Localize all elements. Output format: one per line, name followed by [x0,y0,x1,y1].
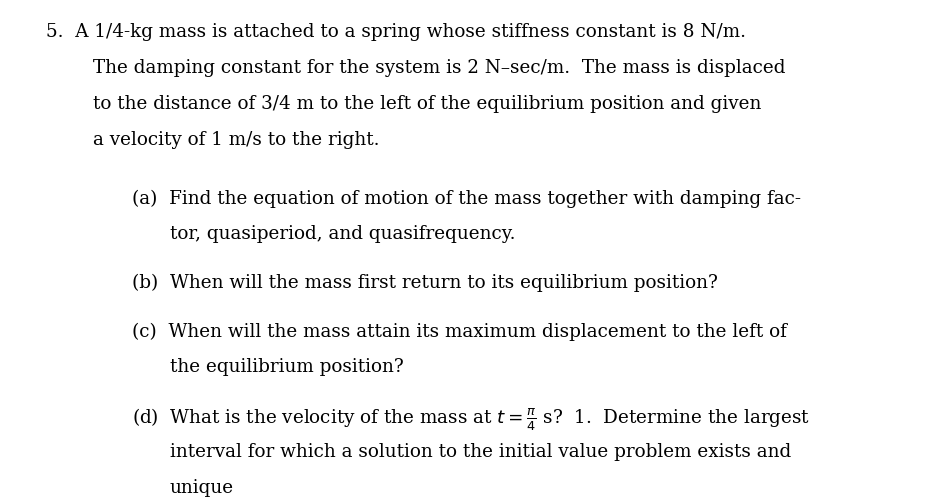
Text: (b)  When will the mass first return to its equilibrium position?: (b) When will the mass first return to i… [131,274,717,292]
Text: the equilibrium position?: the equilibrium position? [169,358,403,376]
Text: (a)  Find the equation of motion of the mass together with damping fac-: (a) Find the equation of motion of the m… [131,189,800,207]
Text: tor, quasiperiod, and quasifrequency.: tor, quasiperiod, and quasifrequency. [169,225,515,243]
Text: unique: unique [169,479,233,497]
Text: The damping constant for the system is 2 N–sec/m.  The mass is displaced: The damping constant for the system is 2… [93,59,785,77]
Text: 5.  A 1/4-kg mass is attached to a spring whose stiffness constant is 8 N/m.: 5. A 1/4-kg mass is attached to a spring… [46,23,745,41]
Text: a velocity of 1 m/s to the right.: a velocity of 1 m/s to the right. [93,131,380,149]
Text: (d)  What is the velocity of the mass at $t = \frac{\pi}{4}$ s?  1.  Determine t: (d) What is the velocity of the mass at … [131,407,809,433]
Text: interval for which a solution to the initial value problem exists and: interval for which a solution to the ini… [169,443,790,461]
Text: to the distance of 3/4 m to the left of the equilibrium position and given: to the distance of 3/4 m to the left of … [93,95,761,113]
Text: (c)  When will the mass attain its maximum displacement to the left of: (c) When will the mass attain its maximu… [131,323,785,341]
